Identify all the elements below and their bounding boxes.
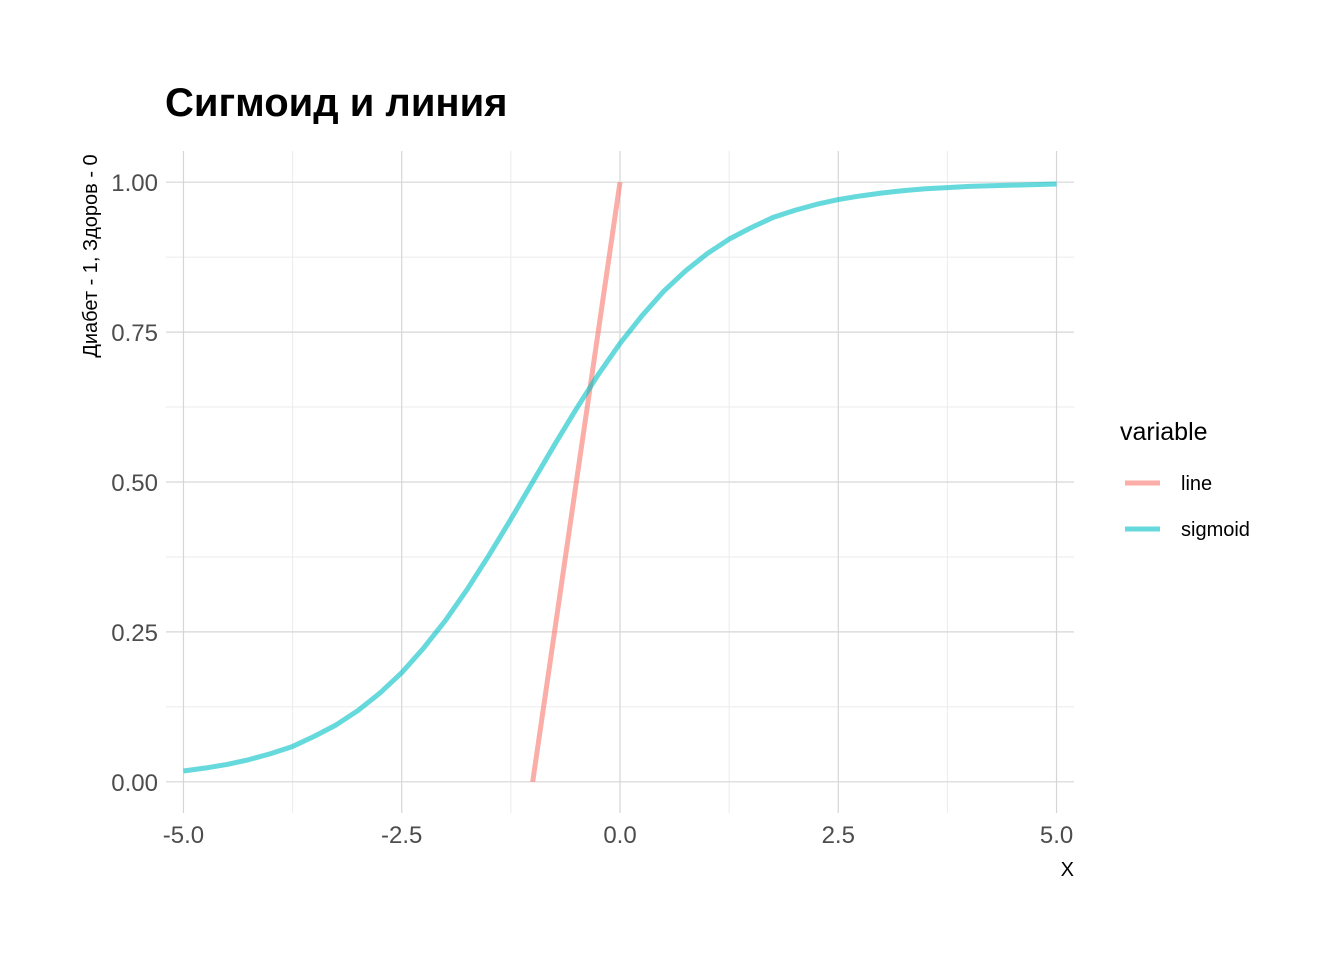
series-line-sigmoid xyxy=(183,181,1057,774)
series-line-line xyxy=(530,181,623,783)
series-layer xyxy=(183,181,1057,783)
legend-title: variable xyxy=(1120,418,1208,446)
y-tick-label: 0.25 xyxy=(111,620,158,647)
legend-label-sigmoid: sigmoid xyxy=(1181,519,1250,541)
y-tick-label: 0.75 xyxy=(111,320,158,347)
x-tick-label: 0.0 xyxy=(603,822,636,849)
x-axis-title: X xyxy=(1061,859,1074,881)
x-tick-label: 5.0 xyxy=(1040,822,1073,849)
y-tick-label: 1.00 xyxy=(111,170,158,197)
x-tick-label: -2.5 xyxy=(381,822,422,849)
y-tick-labels: 0.00 0.25 0.50 0.75 1.00 xyxy=(111,170,158,797)
grid xyxy=(166,151,1074,813)
legend-label-line: line xyxy=(1181,473,1212,495)
chart-title: Сигмоид и линия xyxy=(165,81,508,125)
y-axis-title: Диабет - 1, Здоров - 0 xyxy=(80,154,102,357)
x-tick-label: -5.0 xyxy=(163,822,204,849)
x-tick-label: 2.5 xyxy=(822,822,855,849)
y-tick-label: 0.00 xyxy=(111,770,158,797)
x-tick-labels: -5.0 -2.5 0.0 2.5 5.0 xyxy=(163,822,1073,849)
y-tick-label: 0.50 xyxy=(111,470,158,497)
legend: variable line sigmoid xyxy=(1120,418,1250,541)
